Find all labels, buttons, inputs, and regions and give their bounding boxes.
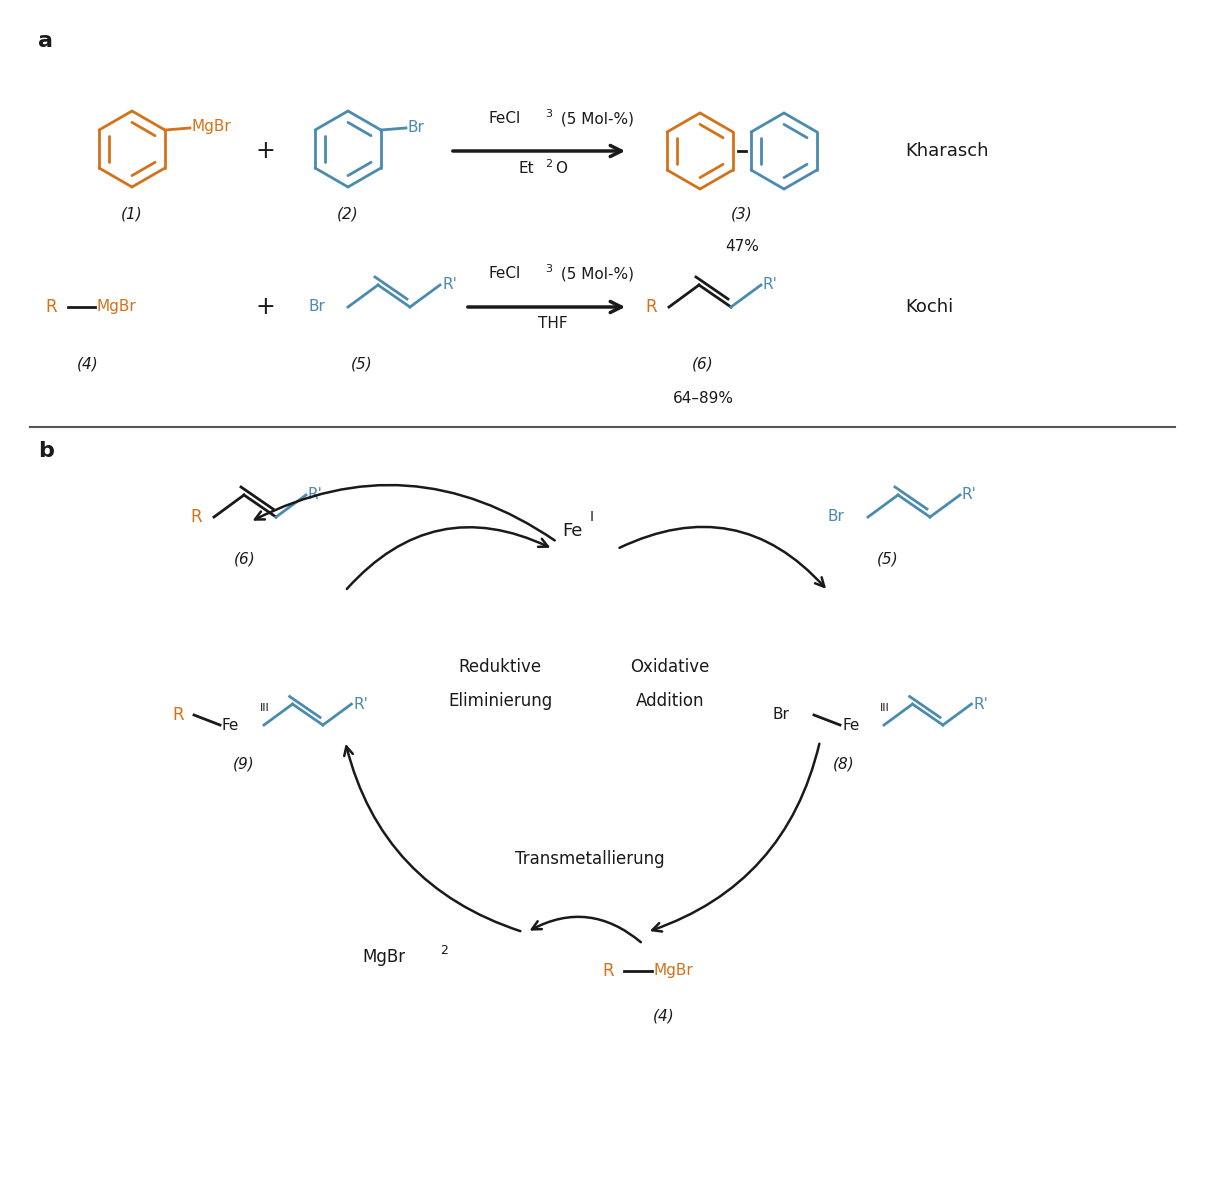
Text: THF: THF [537,316,568,331]
Text: MgBr: MgBr [96,299,136,315]
Text: a: a [39,31,53,51]
Text: Eliminierung: Eliminierung [448,692,552,710]
Text: Br: Br [828,509,845,525]
Text: 3: 3 [546,108,553,119]
Text: +: + [255,139,275,163]
Text: Kochi: Kochi [905,298,953,316]
Text: 64–89%: 64–89% [672,391,734,406]
Text: (6): (6) [692,357,713,373]
Text: Fe: Fe [563,522,583,540]
Text: 2: 2 [440,944,448,957]
Text: (5): (5) [877,552,899,567]
Text: +: + [255,295,275,320]
Text: R': R' [308,487,323,502]
Text: FeCl: FeCl [488,266,521,282]
Text: 3: 3 [546,264,553,274]
Text: Kharasch: Kharasch [905,141,988,160]
Text: (5): (5) [351,357,372,373]
Text: MgBr: MgBr [362,948,405,966]
Text: III: III [260,703,270,713]
Text: R': R' [353,697,369,712]
Text: R: R [45,298,57,316]
Text: I: I [590,511,594,523]
Text: (5 Mol-%): (5 Mol-%) [556,266,634,282]
Text: MgBr: MgBr [192,119,231,134]
Text: R: R [602,962,613,980]
Text: Et: Et [518,162,534,177]
Text: Br: Br [308,299,325,315]
Text: (2): (2) [337,208,359,222]
Text: R: R [172,706,183,724]
Text: Transmetallierung: Transmetallierung [516,850,665,868]
Text: (3): (3) [731,208,753,222]
Text: b: b [39,441,54,461]
Text: Fe: Fe [222,718,240,732]
Text: (8): (8) [833,757,854,772]
Text: (1): (1) [122,208,143,222]
Text: MgBr: MgBr [654,963,694,979]
Text: R': R' [962,487,977,502]
Text: Reduktive: Reduktive [458,658,541,676]
Text: Br: Br [408,119,425,134]
Text: (9): (9) [233,757,255,772]
Text: FeCl: FeCl [488,112,521,126]
Text: 2: 2 [545,159,552,169]
Text: (4): (4) [77,357,99,373]
Text: O: O [556,162,568,177]
Text: Addition: Addition [636,692,704,710]
Text: R: R [645,298,657,316]
Text: III: III [880,703,889,713]
Text: (5 Mol-%): (5 Mol-%) [556,112,634,126]
Text: R': R' [974,697,988,712]
Text: (6): (6) [234,552,255,567]
Text: Fe: Fe [842,718,859,732]
Text: Br: Br [772,707,789,723]
Text: R: R [190,508,201,526]
Text: R': R' [442,277,457,292]
Text: 47%: 47% [725,239,759,253]
Text: R': R' [763,277,778,292]
Text: (4): (4) [653,1009,675,1025]
Text: Oxidative: Oxidative [630,658,710,676]
